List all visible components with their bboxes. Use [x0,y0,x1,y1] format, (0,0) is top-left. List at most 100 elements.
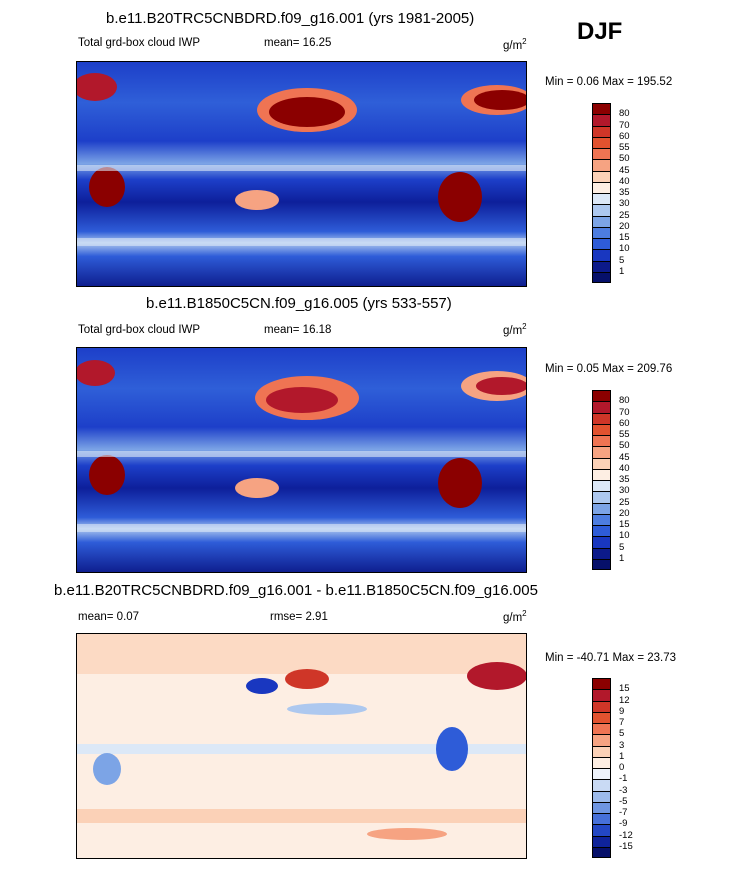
panel1-colorbar: 80 70 60 55 50 45 40 35 30 25 20 15 10 5 1 [592,103,630,283]
colorbar-label: -1 [619,773,628,785]
panel2-units: g/m2 [503,322,527,337]
colorbar-box [592,148,611,160]
colorbar-box [592,193,611,205]
colorbar-box [592,215,611,227]
colorbar-box [592,711,611,723]
colorbar-box [592,423,611,435]
colorbar-box [592,745,611,757]
colorbar-label: 15 [619,519,630,530]
panel2-contour-map [77,348,526,572]
colorbar-label: 0 [619,762,625,773]
colorbar-box [592,547,611,559]
colorbar-box [592,846,611,858]
colorbar-label: 50 [619,440,630,452]
colorbar-box [592,813,611,825]
colorbar-box [592,734,611,746]
colorbar-box [592,723,611,735]
colorbar-label: 5 [619,728,625,740]
colorbar-label: 80 [619,108,630,120]
colorbar-box [592,412,611,424]
colorbar-box [592,768,611,780]
colorbar-label: 60 [619,417,630,429]
panel3-colorbar: 15 12 9 7 5 3 1 0 -1 -3 -5 -7 -9 -12 -15 [592,678,633,858]
colorbar-label: 60 [619,130,630,142]
panel3-mean: mean= 0.07 [78,611,140,623]
panel3-title: b.e11.B20TRC5CNBDRD.f09_g16.001 - b.e11.… [54,582,538,599]
colorbar-label: -7 [619,807,628,818]
colorbar-label: -3 [619,784,628,796]
panel2-title: b.e11.B1850C5CN.f09_g16.005 (yrs 533-557… [146,295,452,312]
colorbar-label: 55 [619,142,630,153]
colorbar-box [592,457,611,469]
colorbar-label: 45 [619,164,630,176]
colorbar-box [592,491,611,503]
colorbar-box [592,125,611,137]
colorbar-label: 35 [619,187,630,198]
colorbar-box [592,790,611,802]
colorbar-label: 20 [619,220,630,232]
colorbar-label: 7 [619,717,625,728]
colorbar-box [592,159,611,171]
colorbar-box [592,801,611,813]
colorbar-box [592,238,611,250]
colorbar-box [592,824,611,836]
colorbar-label: 30 [619,198,630,210]
colorbar-box [592,536,611,548]
colorbar-label: 25 [619,496,630,508]
colorbar-label: 5 [619,541,625,553]
colorbar-box [592,390,611,402]
colorbar-label: 12 [619,694,630,706]
panel1-title: b.e11.B20TRC5CNBDRD.f09_g16.001 (yrs 198… [106,10,475,27]
colorbar-label: 15 [619,232,630,243]
colorbar-label: -9 [619,818,628,830]
colorbar-box [592,835,611,847]
panel1-variable-label: Total grd-box cloud IWP [78,37,201,49]
panel2-colorbar: 80 70 60 55 50 45 40 35 30 25 20 15 10 5 1 [592,390,630,570]
panel1-contour-map [77,62,526,286]
colorbar-box [592,446,611,458]
colorbar-label: 9 [619,705,625,717]
colorbar-label: 80 [619,395,630,407]
colorbar-box [592,249,611,261]
colorbar-box [592,114,611,126]
colorbar-box [592,226,611,238]
colorbar-box [592,271,611,283]
colorbar-label: 3 [619,739,625,751]
colorbar-label: -5 [619,795,628,807]
colorbar-box [592,513,611,525]
colorbar-box [592,181,611,193]
colorbar-label: 30 [619,485,630,497]
panel1-mean: mean= 16.25 [264,37,332,49]
colorbar-box [592,756,611,768]
colorbar-label: 10 [619,530,630,542]
panel3-contour-map [77,634,526,858]
colorbar-box [592,558,611,570]
panel2-mean: mean= 16.18 [264,324,332,336]
colorbar-box [592,700,611,712]
colorbar-label: 40 [619,462,630,474]
panel1-units: g/m2 [503,37,527,52]
panel3-minmax: Min = -40.71 Max = 23.73 [545,652,677,664]
colorbar-label: 25 [619,209,630,221]
colorbar-label: 70 [619,119,630,131]
colorbar-box [592,136,611,148]
colorbar-label: 40 [619,175,630,187]
panel2-variable-label: Total grd-box cloud IWP [78,324,201,336]
colorbar-label: 55 [619,429,630,440]
colorbar-box [592,170,611,182]
colorbar-box [592,401,611,413]
colorbar-label: -12 [619,829,633,841]
colorbar-label: 35 [619,474,630,485]
colorbar-box [592,525,611,537]
season-label: DJF [577,18,623,45]
colorbar-box [592,678,611,690]
panel2-map [76,347,527,573]
colorbar-box [592,468,611,480]
colorbar-box [592,204,611,216]
colorbar-label: 70 [619,406,630,418]
colorbar-box [592,480,611,492]
colorbar-label: 1 [619,265,625,277]
colorbar-box [592,103,611,115]
colorbar-box [592,502,611,514]
colorbar-label: 10 [619,243,630,255]
